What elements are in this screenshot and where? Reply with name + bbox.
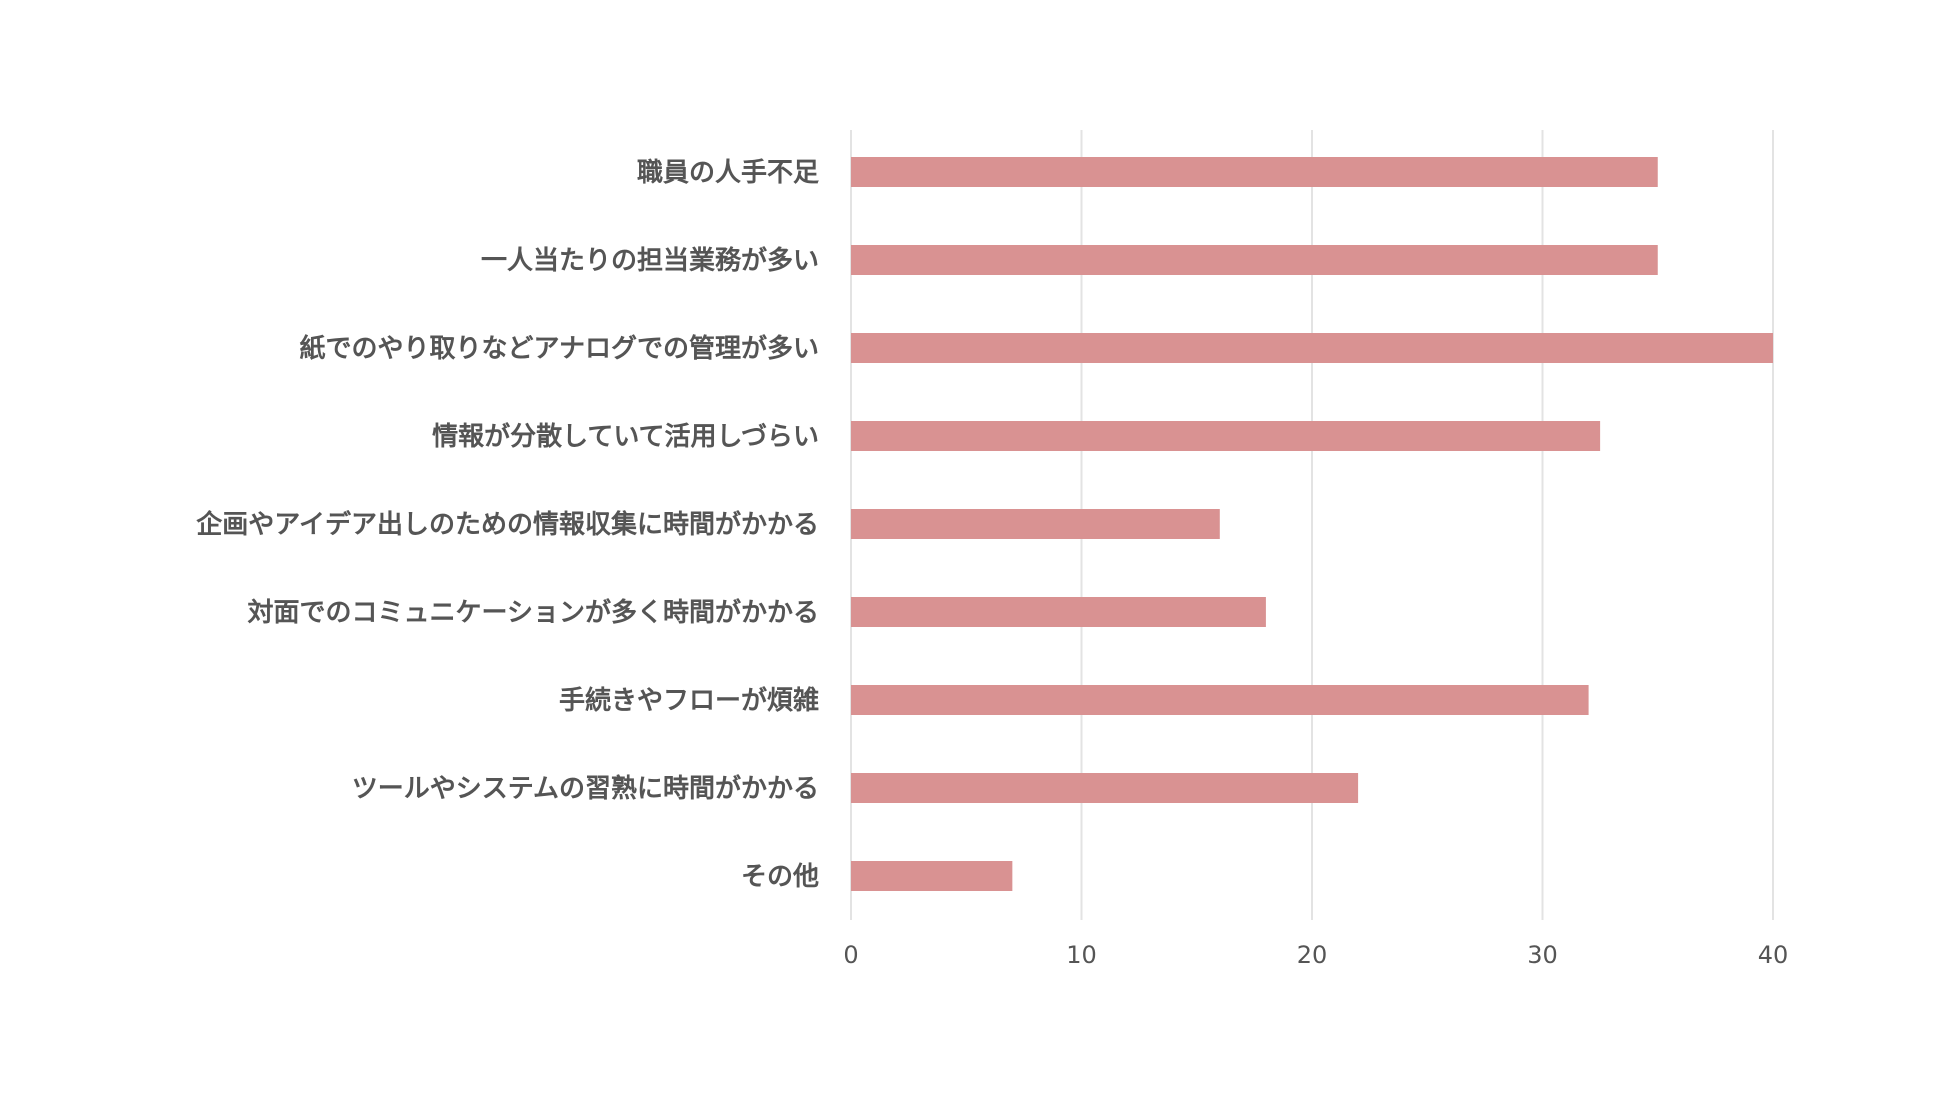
- category-label: 対面でのコミュニケーションが多く時間がかかる: [248, 597, 819, 628]
- bar: [851, 245, 1658, 275]
- bar: [851, 861, 1013, 891]
- category-label: 企画やアイデア出しのための情報収集に時間がかかる: [196, 509, 819, 540]
- category-label: 一人当たりの担当業務が多い: [481, 245, 819, 276]
- x-tick-label: 30: [1527, 941, 1558, 969]
- bar: [851, 509, 1220, 539]
- x-tick-label: 40: [1758, 941, 1789, 969]
- x-tick-label: 10: [1066, 941, 1097, 969]
- bar: [851, 597, 1266, 627]
- category-label: 手続きやフローが煩雑: [559, 685, 819, 716]
- x-axis-tick-labels: 0 10 20 30 40: [843, 941, 1788, 969]
- category-labels: 職員の人手不足一人当たりの担当業務が多い紙でのやり取りなどアナログでの管理が多い…: [196, 158, 819, 892]
- bar: [851, 157, 1658, 187]
- x-tick-label: 20: [1297, 941, 1328, 969]
- bar: [851, 773, 1359, 803]
- category-label: 紙でのやり取りなどアナログでの管理が多い: [300, 333, 819, 364]
- category-label: その他: [741, 862, 819, 892]
- category-label: 職員の人手不足: [637, 158, 819, 188]
- category-label: 情報が分散していて活用しづらい: [432, 421, 819, 452]
- bar-layer: [851, 157, 1773, 891]
- x-tick-label: 0: [843, 941, 858, 969]
- category-label: ツールやシステムの習熟に時間がかかる: [352, 773, 819, 804]
- bar: [851, 421, 1601, 451]
- bar: [851, 333, 1773, 363]
- bar: [851, 685, 1589, 715]
